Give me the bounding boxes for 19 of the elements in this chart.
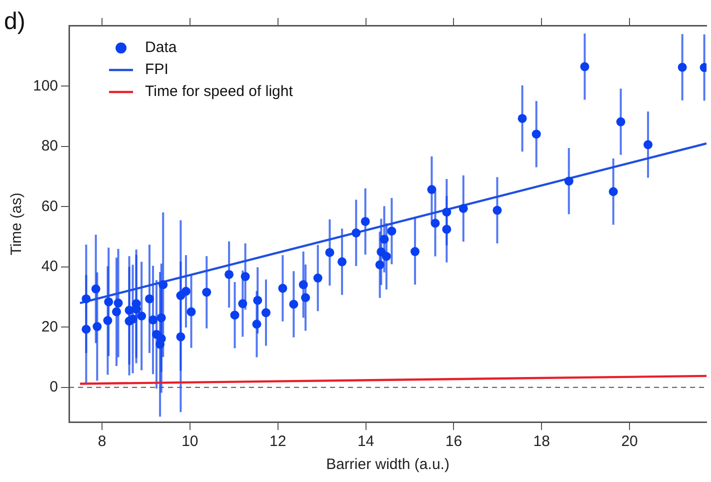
chart-title: d) (4, 8, 26, 36)
x-tick-label: 16 (445, 433, 462, 450)
y-tick-label: 40 (41, 258, 58, 276)
x-axis-title: Barrier width (a.u.) (326, 456, 450, 474)
x-tick-label: 8 (98, 433, 106, 450)
x-tick-label: 20 (621, 433, 638, 450)
y-tick-label: 100 (32, 77, 58, 94)
y-tick-label: 20 (41, 318, 58, 336)
legend-label: Data (145, 39, 178, 56)
legend-label: Time for speed of light (145, 83, 294, 100)
x-tick-label: 12 (270, 433, 286, 450)
legend-label: FPI (145, 61, 168, 78)
y-axis-title: Time (as) (8, 192, 26, 256)
x-tick-label: 14 (357, 433, 374, 450)
y-tick-label: 60 (41, 198, 58, 215)
x-tick-label: 10 (182, 433, 198, 450)
y-tick-label: 80 (41, 138, 58, 155)
x-tick-label: 18 (533, 433, 550, 450)
y-tick-label: 0 (50, 378, 58, 396)
